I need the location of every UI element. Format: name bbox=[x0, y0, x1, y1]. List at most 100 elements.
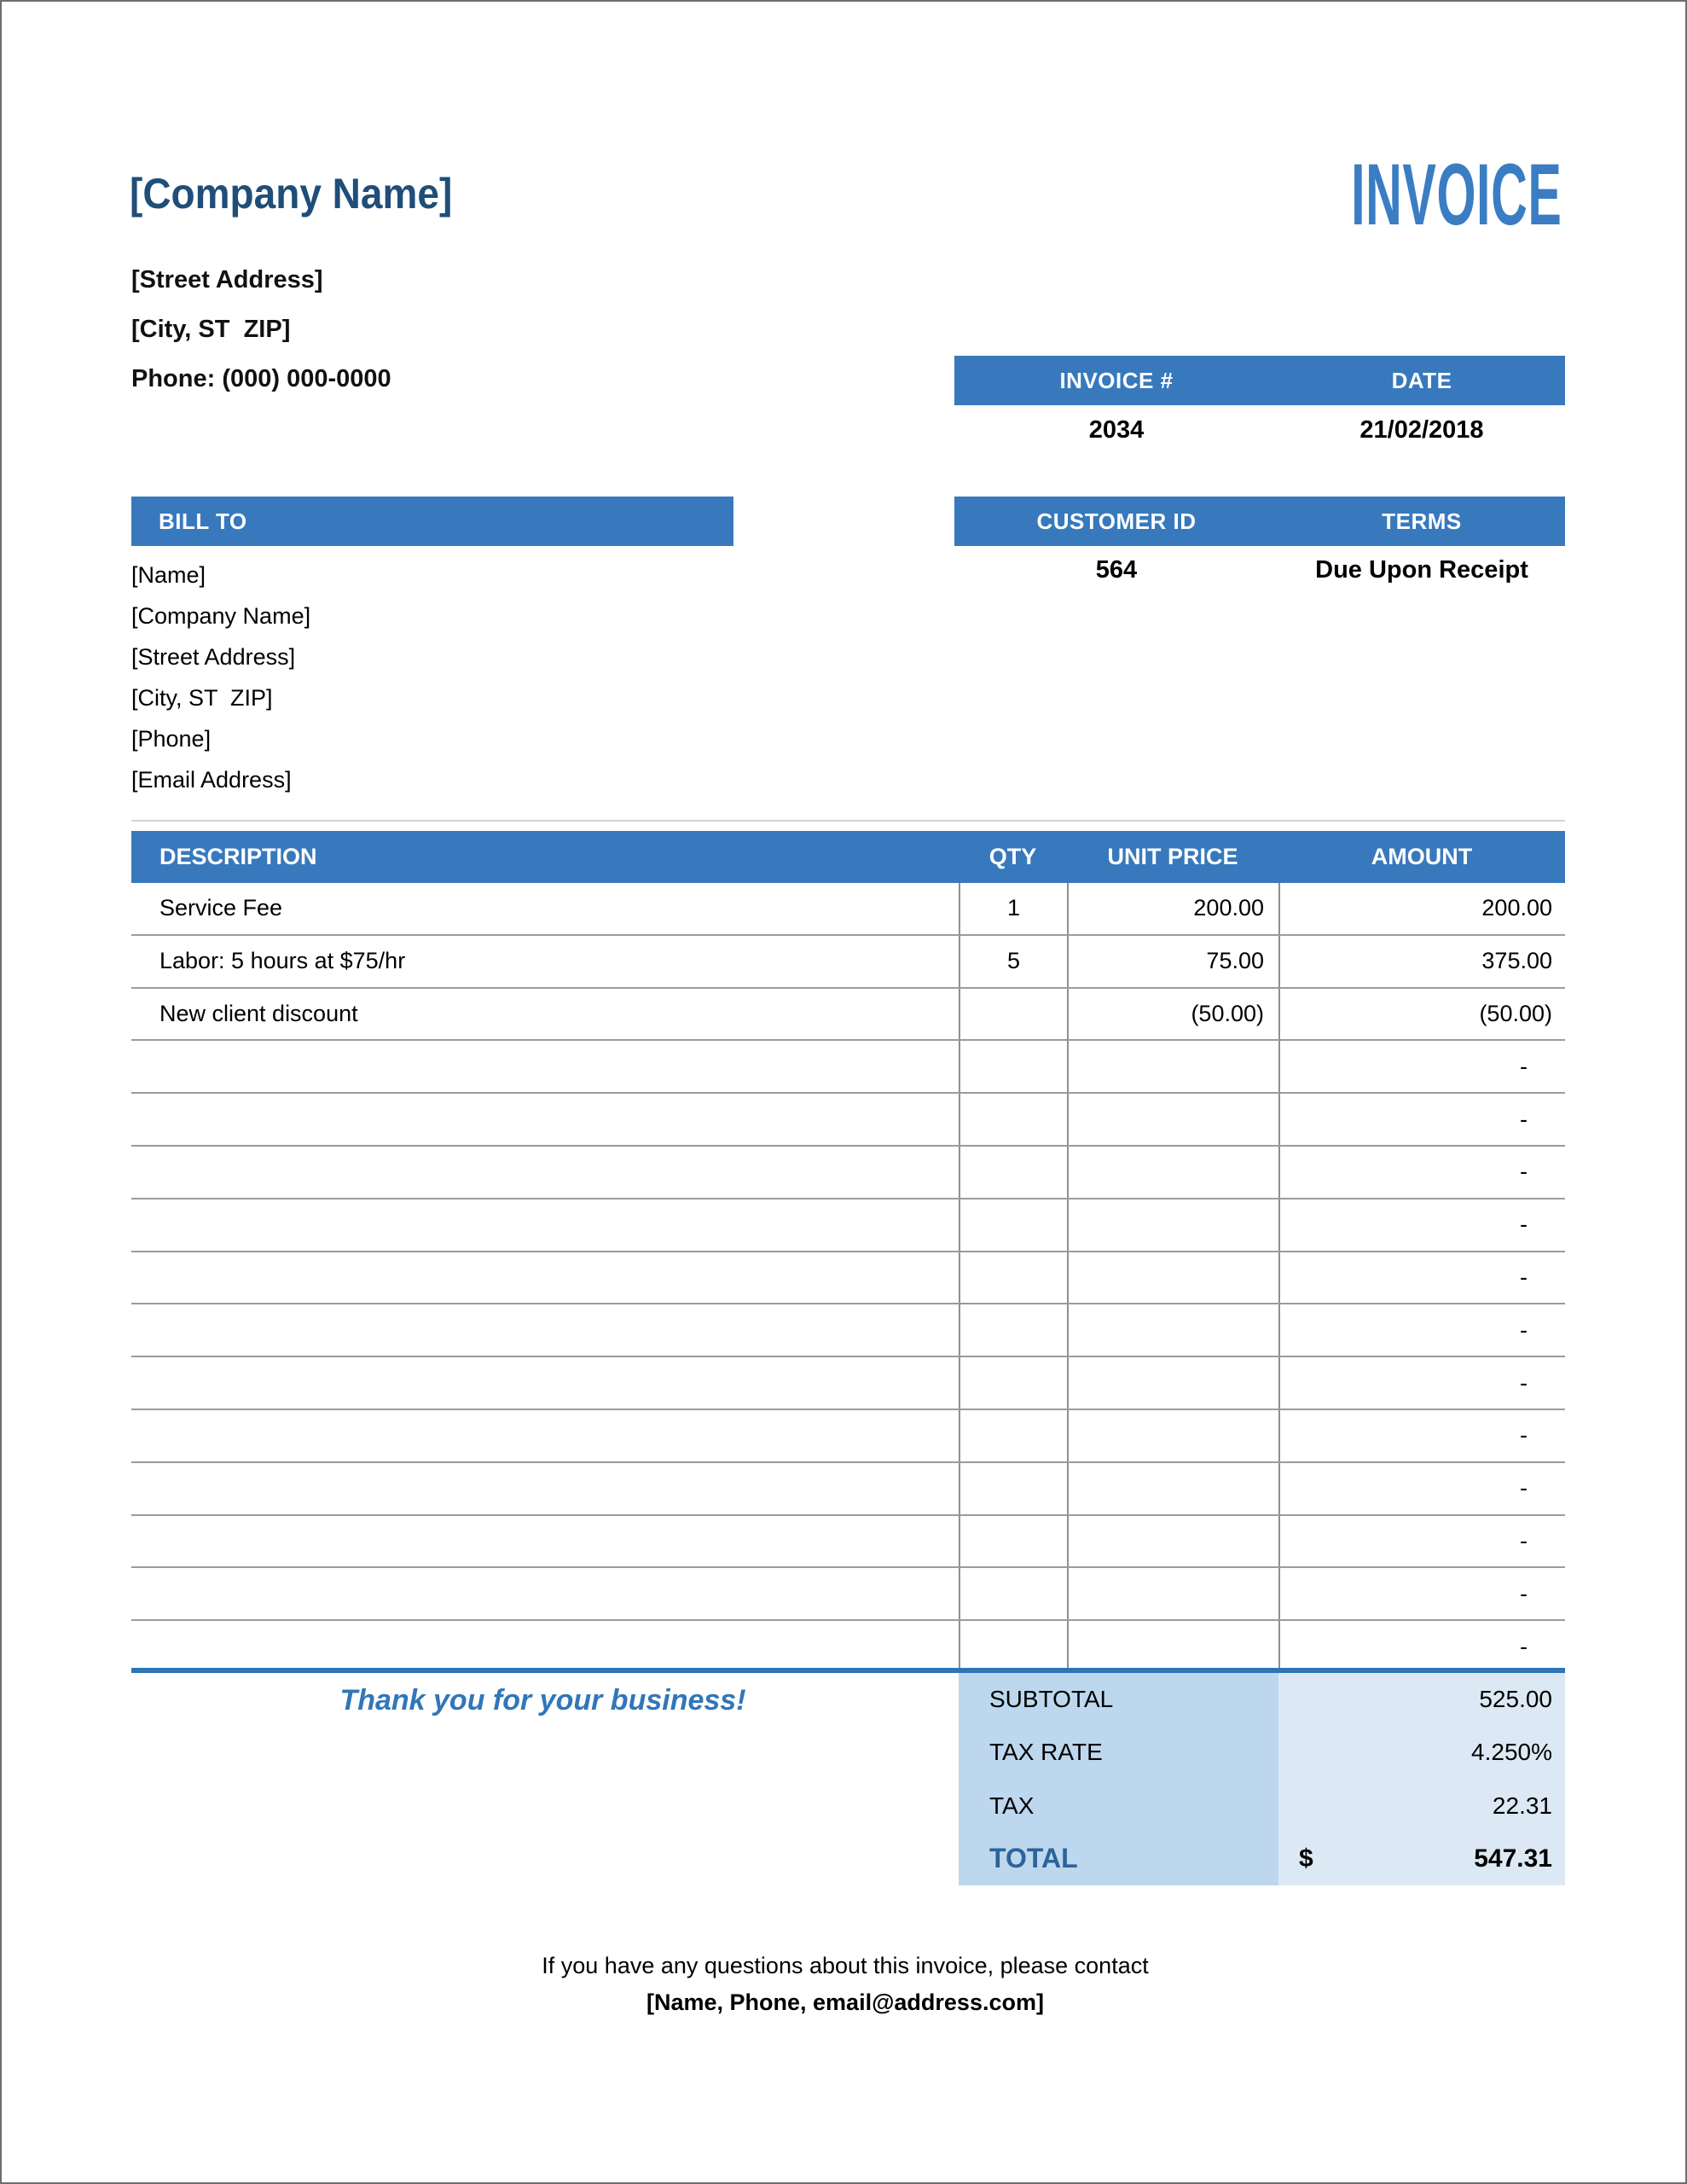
customer-meta-header: CUSTOMER ID TERMS bbox=[954, 497, 1565, 546]
cell-description bbox=[131, 1463, 959, 1514]
bill-to-line: [City, ST ZIP] bbox=[131, 685, 273, 711]
summary-divider-rule bbox=[131, 1668, 1565, 1673]
invoice-title: INVOICE bbox=[1350, 146, 1562, 243]
summary-row: TAX 22.31 bbox=[959, 1779, 1565, 1833]
column-header-qty: QTY bbox=[988, 844, 1037, 869]
date-label: DATE bbox=[1391, 367, 1452, 393]
company-city-line: [City, ST ZIP] bbox=[131, 316, 291, 343]
cell-amount: - bbox=[1278, 1304, 1565, 1356]
summary-value-cell: 22.31 bbox=[1278, 1779, 1565, 1833]
summary-value: 4.250% bbox=[1471, 1739, 1552, 1766]
cell-unit-price bbox=[1067, 1568, 1278, 1620]
date-value: 21/02/2018 bbox=[1359, 415, 1484, 444]
cell-description bbox=[131, 1304, 959, 1356]
items-table-header: DESCRIPTION QTY UNIT PRICE AMOUNT bbox=[131, 831, 1565, 883]
invoice-meta-values: 2034 21/02/2018 bbox=[954, 406, 1565, 454]
cell-qty bbox=[959, 1462, 1067, 1514]
table-row: - bbox=[131, 1357, 1565, 1410]
cell-description: Labor: 5 hours at $75/hr bbox=[159, 948, 406, 974]
cell-description bbox=[131, 1199, 959, 1251]
summary-box: SUBTOTAL 525.00 TAX RATE 4.250% TAX 22.31 TOTA… bbox=[959, 1673, 1565, 1885]
customer-id-value: 564 bbox=[1095, 555, 1138, 584]
cell-qty bbox=[959, 1357, 1067, 1409]
cell-qty bbox=[959, 1252, 1067, 1304]
cell-description bbox=[131, 1410, 959, 1461]
company-street-address: [Street Address] bbox=[131, 266, 323, 293]
thank-you-message: Thank you for your business! bbox=[339, 1684, 746, 1716]
cell-unit-price bbox=[1067, 1304, 1278, 1356]
column-header-description: DESCRIPTION bbox=[159, 844, 317, 869]
cell-amount: - bbox=[1278, 1357, 1565, 1409]
company-phone: Phone: (000) 000-0000 bbox=[131, 365, 391, 392]
company-name: [Company Name] bbox=[130, 170, 453, 218]
cell-amount: - bbox=[1278, 1041, 1565, 1093]
cell-amount: - bbox=[1278, 1146, 1565, 1198]
cell-qty bbox=[959, 1621, 1067, 1672]
summary-value: 22.31 bbox=[1492, 1792, 1552, 1819]
cell-unit-price bbox=[1067, 1199, 1278, 1251]
cell-qty bbox=[959, 1409, 1067, 1461]
invoice-number-label: INVOICE # bbox=[1059, 367, 1174, 393]
cell-unit-price bbox=[1067, 1357, 1278, 1409]
cell-amount: - bbox=[1278, 1409, 1565, 1461]
terms-value: Due Upon Receipt bbox=[1315, 555, 1528, 584]
table-row: New client discount (50.00) (50.00) bbox=[131, 988, 1565, 1042]
cell-unit-price bbox=[1067, 1146, 1278, 1198]
table-row: - bbox=[131, 1621, 1565, 1672]
summary-value-cell: 525.00 bbox=[1278, 1673, 1565, 1727]
footer-contact-details: [Name, Phone, email@address.com] bbox=[646, 1989, 1044, 2015]
cell-description bbox=[131, 1357, 959, 1409]
cell-unit-price bbox=[1067, 1462, 1278, 1514]
cell-unit-price: 75.00 bbox=[1067, 935, 1278, 987]
cell-unit-price: 200.00 bbox=[1067, 883, 1278, 934]
summary-row: TOTAL $547.31 bbox=[959, 1832, 1565, 1885]
cell-amount: (50.00) bbox=[1278, 988, 1565, 1040]
cell-description bbox=[131, 1041, 959, 1092]
bill-to-line: [Street Address] bbox=[131, 644, 296, 670]
cell-amount: - bbox=[1278, 1462, 1565, 1514]
cell-qty bbox=[959, 1094, 1067, 1145]
cell-amount: - bbox=[1278, 1094, 1565, 1145]
table-row: - bbox=[131, 1146, 1565, 1199]
summary-value-cell: $547.31 bbox=[1278, 1832, 1565, 1885]
cell-qty bbox=[959, 1515, 1067, 1567]
summary-row: TAX RATE 4.250% bbox=[959, 1726, 1565, 1780]
summary-row: SUBTOTAL 525.00 bbox=[959, 1673, 1565, 1727]
customer-id-label: CUSTOMER ID bbox=[1036, 508, 1197, 534]
bill-to-line: [Email Address] bbox=[131, 767, 292, 793]
cell-amount: - bbox=[1278, 1252, 1565, 1304]
cell-qty bbox=[959, 1568, 1067, 1620]
cell-unit-price bbox=[1067, 1515, 1278, 1567]
bill-to-line: [Name] bbox=[131, 562, 206, 588]
cell-qty bbox=[959, 1199, 1067, 1251]
table-row: Labor: 5 hours at $75/hr 5 75.00 375.00 bbox=[131, 935, 1565, 989]
customer-meta-values: 564 Due Upon Receipt bbox=[954, 546, 1565, 594]
cell-amount: - bbox=[1278, 1515, 1565, 1567]
cell-unit-price bbox=[1067, 1409, 1278, 1461]
cell-description bbox=[131, 1147, 959, 1198]
summary-value: 547.31 bbox=[1474, 1844, 1552, 1873]
table-row: - bbox=[131, 1304, 1565, 1358]
cell-qty bbox=[959, 1041, 1067, 1093]
cell-unit-price bbox=[1067, 1621, 1278, 1672]
cell-amount: - bbox=[1278, 1199, 1565, 1251]
table-row: - bbox=[131, 1409, 1565, 1463]
cell-amount: - bbox=[1278, 1568, 1565, 1620]
column-header-amount: AMOUNT bbox=[1371, 844, 1473, 869]
cell-amount: 375.00 bbox=[1278, 935, 1565, 987]
summary-label: TOTAL bbox=[959, 1832, 1278, 1885]
cell-qty: 1 bbox=[959, 883, 1067, 934]
summary-value: 525.00 bbox=[1479, 1686, 1552, 1713]
items-table-body: Service Fee 1 200.00 200.00 Labor: 5 hours a… bbox=[131, 883, 1565, 1672]
currency-symbol: $ bbox=[1299, 1844, 1313, 1873]
invoice-number-value: 2034 bbox=[1088, 415, 1145, 444]
cell-qty bbox=[959, 1304, 1067, 1356]
cell-description bbox=[131, 1568, 959, 1619]
table-row: - bbox=[131, 1568, 1565, 1622]
bill-to-lines: [Name] [Company Name] [Street Address] [Cit… bbox=[131, 555, 310, 800]
summary-label: TAX RATE bbox=[959, 1726, 1278, 1780]
cell-description bbox=[131, 1621, 959, 1672]
cell-qty bbox=[959, 988, 1067, 1040]
invoice-meta-header: INVOICE # DATE bbox=[954, 356, 1565, 405]
